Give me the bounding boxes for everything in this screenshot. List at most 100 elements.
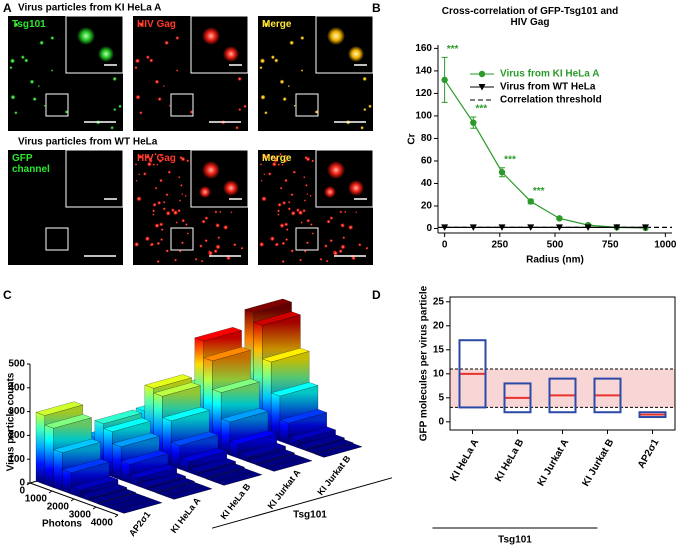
data-point xyxy=(498,169,506,176)
particle xyxy=(174,258,178,262)
particle xyxy=(157,97,162,102)
particle xyxy=(181,193,184,196)
data-point xyxy=(555,224,563,231)
particle xyxy=(157,200,162,205)
x-tick-label: 2000 xyxy=(47,502,70,513)
particle xyxy=(277,209,281,213)
particle xyxy=(135,94,141,100)
particle xyxy=(215,223,221,228)
particle xyxy=(135,179,138,182)
particle xyxy=(164,40,169,46)
particle xyxy=(300,36,305,40)
particle xyxy=(149,157,153,161)
particle xyxy=(348,224,354,230)
bar xyxy=(264,457,313,472)
y-tick-label: 20 xyxy=(433,320,445,331)
particle xyxy=(287,200,291,204)
particle xyxy=(189,110,194,114)
x-tick-label: KI Jurkat A xyxy=(536,437,572,488)
particle xyxy=(283,159,288,163)
bar-top xyxy=(161,406,210,422)
legend-label: Virus from KI HeLa A xyxy=(500,69,599,80)
particle xyxy=(324,186,336,198)
particle xyxy=(300,221,303,224)
zoom-box xyxy=(295,93,319,117)
particle xyxy=(306,193,309,196)
particle xyxy=(342,236,346,240)
particle xyxy=(360,126,364,130)
particle xyxy=(240,246,244,250)
particle xyxy=(223,224,229,230)
channel-label: GFP channel xyxy=(12,153,50,175)
particle xyxy=(158,159,163,163)
z-tick-label: 500 xyxy=(8,359,25,370)
bar-face xyxy=(62,469,72,495)
zoom-box xyxy=(45,93,69,117)
bar-top xyxy=(170,431,219,446)
particle xyxy=(277,202,282,207)
x-tick-label: AP2σ1 xyxy=(636,437,662,470)
bar-face xyxy=(112,443,122,481)
x-tick-label: KI Jurkat B xyxy=(580,437,616,488)
row-label: AP2σ1 xyxy=(127,510,153,539)
data-point xyxy=(584,224,592,231)
particle xyxy=(340,244,346,250)
bar-top xyxy=(138,472,187,488)
particle xyxy=(292,170,296,174)
x-tick-label: KI HeLa B xyxy=(493,437,526,483)
particle xyxy=(143,172,147,176)
particle xyxy=(159,154,162,157)
particle xyxy=(311,159,315,163)
particle xyxy=(37,85,40,88)
particle xyxy=(162,207,166,211)
plot-frame xyxy=(449,296,676,431)
bar-top xyxy=(264,457,313,472)
particle xyxy=(186,232,189,235)
band xyxy=(450,369,675,408)
x-tick xyxy=(114,514,119,518)
particle xyxy=(363,108,367,112)
particle xyxy=(160,238,164,242)
panel-label: B xyxy=(372,1,381,15)
particle xyxy=(180,184,183,187)
particle xyxy=(178,176,181,179)
particle xyxy=(134,163,138,166)
y-axis-label: GFP molecules per virus particle xyxy=(419,285,430,441)
y-tick-label: 0 xyxy=(426,223,432,234)
y-tick-label: 100 xyxy=(415,111,432,122)
particle xyxy=(259,163,263,166)
particle xyxy=(177,208,181,213)
particle xyxy=(156,163,159,166)
bar-top xyxy=(252,311,302,326)
zoom-box xyxy=(45,227,69,251)
particle xyxy=(39,40,44,46)
bar-top xyxy=(238,442,287,458)
particle xyxy=(159,178,163,183)
particle xyxy=(344,210,347,214)
particle xyxy=(243,104,247,109)
particle xyxy=(340,223,345,228)
particle xyxy=(282,200,287,205)
particle xyxy=(32,97,37,102)
particle xyxy=(263,22,269,28)
row-label: KI HeLa B xyxy=(218,481,252,521)
particle xyxy=(162,85,165,88)
bar-top xyxy=(79,484,128,499)
data-point xyxy=(527,224,535,231)
x-axis-label: Radius (nm) xyxy=(526,255,584,266)
zoom-box xyxy=(170,93,194,117)
group-label: Tsg101 xyxy=(293,510,327,521)
particle xyxy=(145,55,150,60)
bar-face xyxy=(170,442,181,470)
bar-top xyxy=(144,374,193,389)
particle xyxy=(235,126,239,130)
particle xyxy=(185,223,188,226)
particle xyxy=(260,94,266,100)
particle xyxy=(29,79,35,85)
image-row-title: Virus particles from KI HeLa A xyxy=(18,3,161,14)
particle xyxy=(194,257,198,261)
bar-top xyxy=(305,439,354,454)
bar-top xyxy=(120,450,169,465)
